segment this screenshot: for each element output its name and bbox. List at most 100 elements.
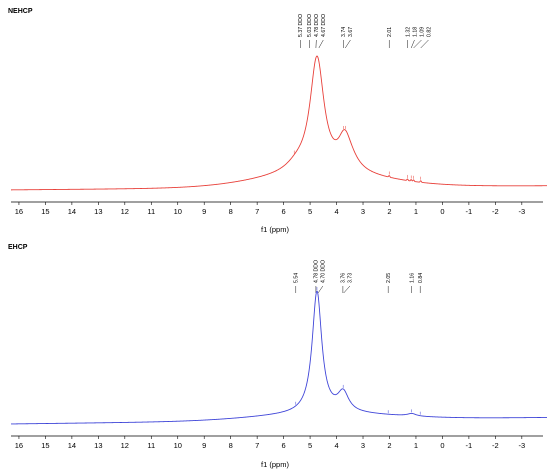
x-tick-label: -2 [492,207,499,216]
peak-label: 0.82 [420,27,432,49]
peak-label-leader [317,285,324,294]
peak-label: 4.67 DDO [318,14,327,49]
x-axis-label: f1 (ppm) [261,225,289,234]
spectrum-line [10,290,548,425]
peak-label-text: 1.16 [410,273,416,283]
peak-label-text: 0.84 [418,273,424,283]
x-tick-label: 2 [387,207,391,216]
x-tick-label: 6 [282,441,286,450]
spectrum-line [10,55,548,191]
peak-label: 1.09 [413,27,425,49]
peak-label-text: 2.01 [387,27,393,37]
peak-label: 3.67 [345,27,354,49]
x-tick-label: -1 [466,441,473,450]
peak-label: 0.84 [418,273,424,293]
peak-label-leader [318,39,324,49]
peak-label: 1.16 [410,273,416,293]
peak-label: 3.73 [343,273,354,294]
peak-label-text: 4.78 DDO [314,14,320,37]
x-tick-label: 16 [15,441,23,450]
x-tick-label: 4 [334,207,338,216]
x-tick-label: 8 [229,207,233,216]
x-tick-label: 16 [15,207,23,216]
x-tick-label: 3 [361,207,365,216]
x-tick-label: 4 [334,441,338,450]
x-tick-label: 8 [229,441,233,450]
peak-label-text: 3.74 [341,27,347,37]
peak-label: 1.18 [410,27,418,49]
peak-labels: 5.54 4.78 DDO 4.70 DDO 3.76 3.73 2.05 1.16 0.84 [294,260,424,294]
x-tick-label: 5 [308,207,312,216]
peak-label: 4.78 DDO [314,14,320,49]
peak-label-text: 0.82 [426,27,432,37]
x-tick-label: 7 [255,441,259,450]
x-tick-label: 14 [68,207,76,216]
peak-label-leader [413,39,422,49]
peak-label-text: 1.32 [405,27,411,37]
x-tick-label: 0 [440,441,444,450]
x-tick-label: 13 [94,207,102,216]
x-tick-label: 3 [361,441,365,450]
x-tick-label: 10 [174,441,182,450]
peak-label: 5.03 DDO [307,14,313,48]
peak-label: 4.70 DDO [317,260,327,294]
peak-label-leader [345,39,351,49]
peak-markers [293,125,421,180]
peak-label-text: 1.09 [419,27,425,37]
x-axis-label: f1 (ppm) [261,460,289,469]
peak-label-text: 4.78 DDO [314,260,320,283]
x-axis-ticks: 16 15 14 13 12 11 10 9 8 7 6 5 4 3 2 1 0 -1 -2 -3 [15,436,525,450]
peak-label-text: 3.76 [341,273,347,283]
x-tick-label: 5 [308,441,312,450]
peak-label-text: 3.67 [348,27,354,37]
peak-label-leader [420,39,429,49]
x-tick-label: 11 [147,441,155,450]
x-tick-label: 15 [41,207,49,216]
x-tick-label: -2 [492,441,499,450]
peak-label-text: 3.73 [348,273,354,283]
x-tick-label: 1 [414,441,418,450]
peak-label-text: 4.67 DDO [321,14,327,37]
peak-label-text: 2.05 [386,273,392,283]
peak-label: 2.05 [386,273,392,293]
x-tick-label: 1 [414,207,418,216]
peak-label-leader [410,39,415,49]
peak-label-text: 5.03 DDO [307,14,313,37]
x-axis-ticks: 16 15 14 13 12 11 10 9 8 7 6 5 4 3 2 1 0 -1 -2 -3 [15,202,525,216]
x-tick-label: 12 [121,207,129,216]
x-tick-label: 7 [255,207,259,216]
x-tick-label: 2 [387,441,391,450]
x-tick-label: 10 [174,207,182,216]
peak-label-text: 5.37 DDO [298,14,304,37]
peak-label: 1.32 [405,27,411,48]
peak-label-leader [343,285,351,294]
peak-label: 2.01 [387,27,393,48]
peak-label: 3.74 [341,27,347,48]
panel-title: NEHCP [8,8,33,15]
peak-label: 3.76 [341,273,347,293]
x-tick-label: 0 [440,207,444,216]
x-tick-label: 6 [282,207,286,216]
x-tick-label: 15 [41,441,49,450]
peak-label-text: 5.54 [294,273,300,283]
peak-label: 5.54 [294,273,300,293]
panel-title: EHCP [8,244,28,251]
peak-label-text: 1.18 [412,27,418,37]
x-tick-label: 9 [202,441,206,450]
peak-markers [295,287,421,415]
peak-labels: 5.37 DDO 5.03 DDO 4.78 DDO 4.67 DDO 3.74 3.67… [298,14,432,49]
panel-nehcp: NEHCP 5.37 DDO 5.03 DDO 4.78 DDO 4.67 DDO 3.… [8,8,548,234]
x-tick-label: 9 [202,207,206,216]
x-tick-label: -3 [518,207,525,216]
x-tick-label: 13 [94,441,102,450]
x-tick-label: 11 [147,207,155,216]
peak-label: 5.37 DDO [298,14,304,48]
x-tick-label: -1 [466,207,473,216]
peak-label-text: 4.70 DDO [321,260,327,283]
peak-label: 4.78 DDO [314,260,320,293]
x-tick-label: -3 [518,441,525,450]
panel-ehcp: EHCP 5.54 4.78 DDO 4.70 DDO 3.76 3.73 2.05 1.1… [8,244,548,469]
x-tick-label: 12 [121,441,129,450]
x-tick-label: 14 [68,441,76,450]
